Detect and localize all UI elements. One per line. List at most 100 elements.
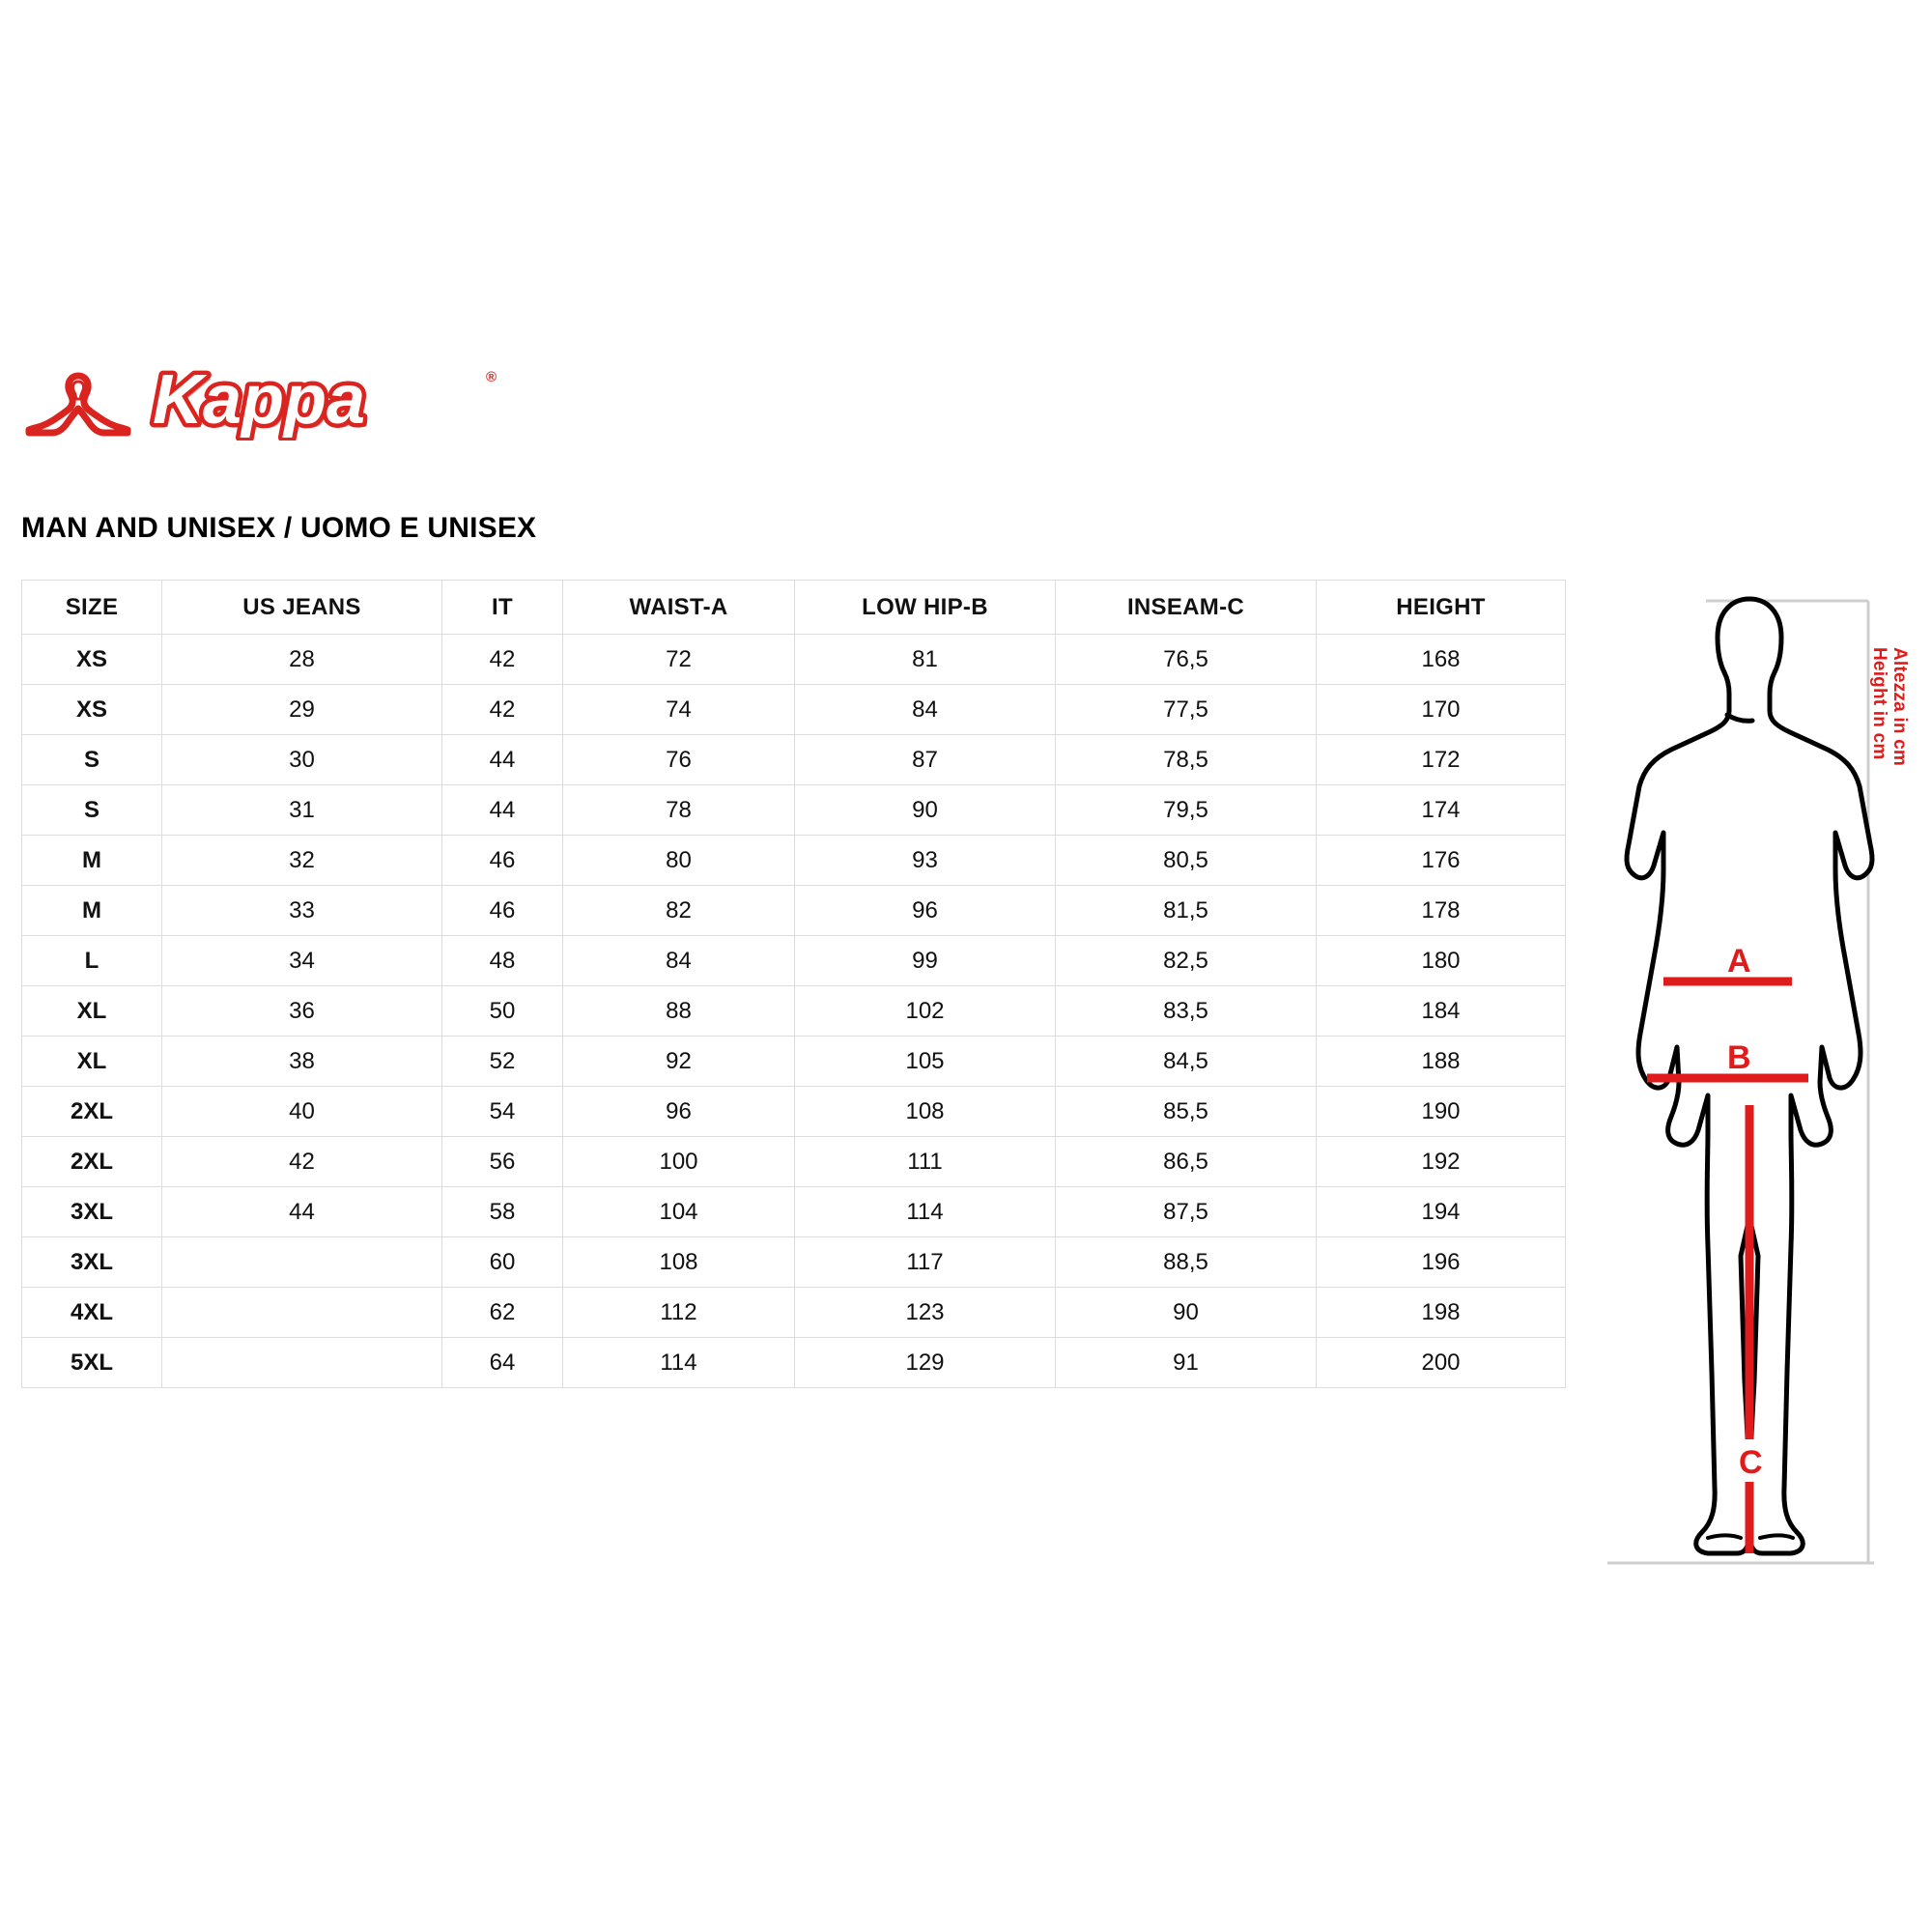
- cell-it: 48: [441, 935, 563, 986]
- table-row: 5XL 64 114 129 91 200: [21, 1337, 1566, 1388]
- table-row: 2XL 42 56 100 111 86,5 192: [21, 1136, 1566, 1187]
- cell-height: 180: [1316, 935, 1566, 986]
- kappa-wordmark: Kappa Kappa Kappa ®: [145, 363, 497, 440]
- cell-it: 56: [441, 1136, 563, 1187]
- cell-size: M: [21, 885, 162, 936]
- cell-low-hip: 114: [794, 1186, 1056, 1237]
- height-label-it: Altezza in cm: [1889, 647, 1910, 766]
- cell-size: 3XL: [21, 1186, 162, 1237]
- table-row: M 33 46 82 96 81,5 178: [21, 885, 1566, 936]
- cell-inseam: 87,5: [1055, 1186, 1317, 1237]
- cell-us-jeans: [161, 1236, 442, 1288]
- cell-height: 168: [1316, 634, 1566, 685]
- cell-size: 4XL: [21, 1287, 162, 1338]
- cell-low-hip: 81: [794, 634, 1056, 685]
- cell-height: 190: [1316, 1086, 1566, 1137]
- cell-low-hip: 129: [794, 1337, 1056, 1388]
- height-label-en: Height in cm: [1869, 647, 1889, 760]
- column-header-waist: WAIST-A: [562, 580, 795, 635]
- cell-it: 42: [441, 634, 563, 685]
- cell-inseam: 82,5: [1055, 935, 1317, 986]
- cell-us-jeans: 42: [161, 1136, 442, 1187]
- cell-waist: 92: [562, 1036, 795, 1087]
- cell-waist: 88: [562, 985, 795, 1037]
- cell-us-jeans: 28: [161, 634, 442, 685]
- cell-size: S: [21, 734, 162, 785]
- column-header-low-hip: LOW HIP-B: [794, 580, 1056, 635]
- cell-inseam: 76,5: [1055, 634, 1317, 685]
- cell-low-hip: 96: [794, 885, 1056, 936]
- table-row: 3XL 60 108 117 88,5 196: [21, 1236, 1566, 1288]
- cell-height: 188: [1316, 1036, 1566, 1087]
- cell-it: 62: [441, 1287, 563, 1338]
- table-row: S 30 44 76 87 78,5 172: [21, 734, 1566, 785]
- cell-size: L: [21, 935, 162, 986]
- inseam-marker-label: C: [1739, 1444, 1763, 1481]
- svg-text:Kappa: Kappa: [156, 365, 369, 440]
- low-hip-marker-label: B: [1727, 1039, 1751, 1076]
- body-measurement-figure: A B C Height in cm Altezza in cm: [1592, 580, 1911, 1599]
- cell-us-jeans: 29: [161, 684, 442, 735]
- size-chart-table: SIZE US JEANS IT WAIST-A LOW HIP-B INSEA…: [21, 580, 1566, 1388]
- cell-us-jeans: 33: [161, 885, 442, 936]
- cell-it: 50: [441, 985, 563, 1037]
- cell-low-hip: 111: [794, 1136, 1056, 1187]
- column-header-it: IT: [441, 580, 563, 635]
- cell-height: 198: [1316, 1287, 1566, 1338]
- table-row: XS 29 42 74 84 77,5 170: [21, 684, 1566, 735]
- cell-size: 5XL: [21, 1337, 162, 1388]
- svg-text:Kappa: Kappa: [153, 363, 365, 439]
- cell-low-hip: 117: [794, 1236, 1056, 1288]
- cell-size: XL: [21, 985, 162, 1037]
- cell-low-hip: 102: [794, 985, 1056, 1037]
- cell-us-jeans: 32: [161, 835, 442, 886]
- column-header-us-jeans: US JEANS: [161, 580, 442, 635]
- table-row: M 32 46 80 93 80,5 176: [21, 835, 1566, 886]
- table-row: 3XL 44 58 104 114 87,5 194: [21, 1186, 1566, 1237]
- cell-us-jeans: 34: [161, 935, 442, 986]
- kappa-logo: Kappa Kappa Kappa ®: [21, 359, 524, 444]
- cell-height: 192: [1316, 1136, 1566, 1187]
- cell-height: 200: [1316, 1337, 1566, 1388]
- cell-it: 54: [441, 1086, 563, 1137]
- cell-waist: 78: [562, 784, 795, 836]
- cell-waist: 76: [562, 734, 795, 785]
- cell-inseam: 79,5: [1055, 784, 1317, 836]
- cell-us-jeans: 36: [161, 985, 442, 1037]
- male-body-silhouette-icon: A B C: [1607, 596, 1875, 1565]
- cell-us-jeans: [161, 1287, 442, 1338]
- waist-marker-label: A: [1727, 943, 1751, 980]
- table-row: XL 36 50 88 102 83,5 184: [21, 985, 1566, 1037]
- cell-size: XL: [21, 1036, 162, 1087]
- cell-waist: 108: [562, 1236, 795, 1288]
- cell-it: 64: [441, 1337, 563, 1388]
- cell-low-hip: 87: [794, 734, 1056, 785]
- table-header-row: SIZE US JEANS IT WAIST-A LOW HIP-B INSEA…: [21, 580, 1566, 635]
- cell-it: 58: [441, 1186, 563, 1237]
- cell-inseam: 91: [1055, 1337, 1317, 1388]
- cell-size: 2XL: [21, 1086, 162, 1137]
- cell-height: 194: [1316, 1186, 1566, 1237]
- table-row: XL 38 52 92 105 84,5 188: [21, 1036, 1566, 1087]
- cell-height: 172: [1316, 734, 1566, 785]
- cell-waist: 80: [562, 835, 795, 886]
- cell-low-hip: 108: [794, 1086, 1056, 1137]
- table-row: 2XL 40 54 96 108 85,5 190: [21, 1086, 1566, 1137]
- cell-it: 46: [441, 885, 563, 936]
- registered-mark: ®: [486, 369, 497, 385]
- cell-low-hip: 90: [794, 784, 1056, 836]
- cell-size: 2XL: [21, 1136, 162, 1187]
- cell-waist: 74: [562, 684, 795, 735]
- cell-waist: 72: [562, 634, 795, 685]
- cell-inseam: 77,5: [1055, 684, 1317, 735]
- cell-low-hip: 105: [794, 1036, 1056, 1087]
- page-title: MAN AND UNISEX / UOMO E UNISEX: [21, 512, 537, 544]
- column-header-size: SIZE: [21, 580, 162, 635]
- cell-height: 170: [1316, 684, 1566, 735]
- cell-height: 176: [1316, 835, 1566, 886]
- cell-us-jeans: [161, 1337, 442, 1388]
- cell-it: 44: [441, 784, 563, 836]
- cell-size: XS: [21, 634, 162, 685]
- cell-size: XS: [21, 684, 162, 735]
- cell-us-jeans: 31: [161, 784, 442, 836]
